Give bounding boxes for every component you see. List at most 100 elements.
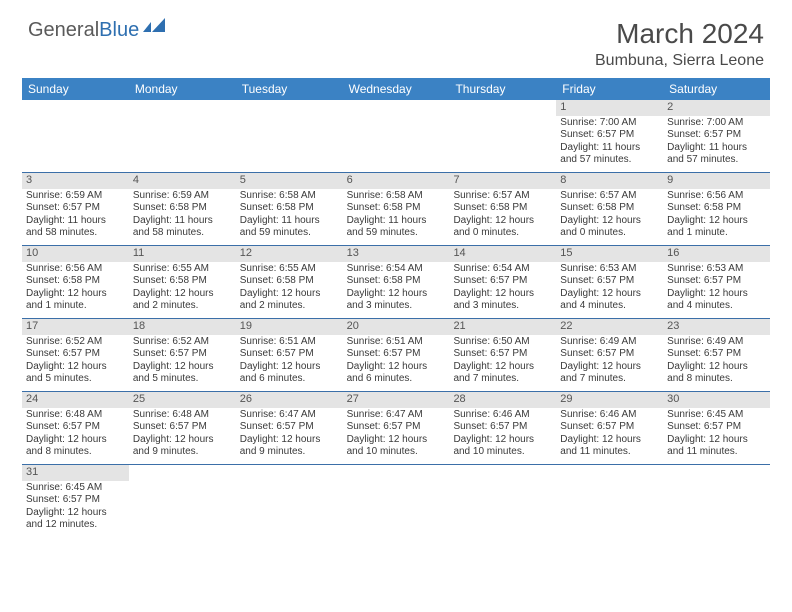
day-info: Sunrise: 6:45 AMSunset: 6:57 PMDaylight:… — [22, 482, 129, 536]
day-cell: 2Sunrise: 7:00 AMSunset: 6:57 PMDaylight… — [663, 100, 770, 172]
sunset-line: Sunset: 6:58 PM — [453, 202, 552, 215]
daylight1-line: Daylight: 12 hours — [667, 361, 766, 374]
day-cell: 7Sunrise: 6:57 AMSunset: 6:58 PMDaylight… — [449, 173, 556, 245]
daylight1-line: Daylight: 12 hours — [667, 288, 766, 301]
sunrise-line: Sunrise: 6:59 AM — [133, 190, 232, 203]
sunset-line: Sunset: 6:58 PM — [240, 275, 339, 288]
day-info: Sunrise: 6:51 AMSunset: 6:57 PMDaylight:… — [343, 336, 450, 390]
day-number: 13 — [343, 246, 450, 262]
sunset-line: Sunset: 6:57 PM — [560, 275, 659, 288]
daylight1-line: Daylight: 12 hours — [453, 288, 552, 301]
sunset-line: Sunset: 6:58 PM — [347, 202, 446, 215]
day-cell: 30Sunrise: 6:45 AMSunset: 6:57 PMDayligh… — [663, 392, 770, 464]
sunrise-line: Sunrise: 6:49 AM — [560, 336, 659, 349]
sunset-line: Sunset: 6:58 PM — [26, 275, 125, 288]
sunrise-line: Sunrise: 6:45 AM — [667, 409, 766, 422]
daylight2-line: and 3 minutes. — [347, 300, 446, 313]
logo: GeneralBlue — [28, 18, 169, 42]
sunrise-line: Sunrise: 7:00 AM — [560, 117, 659, 130]
daylight1-line: Daylight: 12 hours — [453, 361, 552, 374]
day-header-row: SundayMondayTuesdayWednesdayThursdayFrid… — [22, 78, 770, 100]
sunset-line: Sunset: 6:57 PM — [133, 421, 232, 434]
sunset-line: Sunset: 6:57 PM — [667, 348, 766, 361]
day-number: 22 — [556, 319, 663, 335]
daylight2-line: and 1 minute. — [667, 227, 766, 240]
sunrise-line: Sunrise: 6:58 AM — [240, 190, 339, 203]
month-title: March 2024 — [595, 18, 764, 50]
empty-cell — [449, 100, 556, 172]
daylight1-line: Daylight: 12 hours — [560, 361, 659, 374]
daylight2-line: and 4 minutes. — [560, 300, 659, 313]
day-header: Tuesday — [236, 78, 343, 100]
day-cell: 31Sunrise: 6:45 AMSunset: 6:57 PMDayligh… — [22, 465, 129, 537]
day-number: 3 — [22, 173, 129, 189]
empty-cell — [663, 465, 770, 537]
daylight2-line: and 12 minutes. — [26, 519, 125, 532]
sunset-line: Sunset: 6:57 PM — [667, 421, 766, 434]
sunrise-line: Sunrise: 6:52 AM — [26, 336, 125, 349]
day-number: 1 — [556, 100, 663, 116]
day-info: Sunrise: 6:55 AMSunset: 6:58 PMDaylight:… — [236, 263, 343, 317]
day-info: Sunrise: 6:57 AMSunset: 6:58 PMDaylight:… — [449, 190, 556, 244]
sunrise-line: Sunrise: 6:59 AM — [26, 190, 125, 203]
sunset-line: Sunset: 6:57 PM — [453, 421, 552, 434]
daylight2-line: and 11 minutes. — [667, 446, 766, 459]
day-number: 8 — [556, 173, 663, 189]
empty-cell — [343, 465, 450, 537]
day-number: 20 — [343, 319, 450, 335]
daylight2-line: and 6 minutes. — [347, 373, 446, 386]
sunrise-line: Sunrise: 6:56 AM — [667, 190, 766, 203]
day-cell: 23Sunrise: 6:49 AMSunset: 6:57 PMDayligh… — [663, 319, 770, 391]
day-cell: 26Sunrise: 6:47 AMSunset: 6:57 PMDayligh… — [236, 392, 343, 464]
daylight1-line: Daylight: 12 hours — [133, 288, 232, 301]
day-info: Sunrise: 6:53 AMSunset: 6:57 PMDaylight:… — [556, 263, 663, 317]
week-row: 24Sunrise: 6:48 AMSunset: 6:57 PMDayligh… — [22, 392, 770, 465]
week-row: 31Sunrise: 6:45 AMSunset: 6:57 PMDayligh… — [22, 465, 770, 537]
day-info: Sunrise: 6:48 AMSunset: 6:57 PMDaylight:… — [129, 409, 236, 463]
day-number: 26 — [236, 392, 343, 408]
sunrise-line: Sunrise: 6:55 AM — [133, 263, 232, 276]
day-info: Sunrise: 7:00 AMSunset: 6:57 PMDaylight:… — [663, 117, 770, 171]
day-cell: 3Sunrise: 6:59 AMSunset: 6:57 PMDaylight… — [22, 173, 129, 245]
day-number: 23 — [663, 319, 770, 335]
day-cell: 25Sunrise: 6:48 AMSunset: 6:57 PMDayligh… — [129, 392, 236, 464]
day-cell: 6Sunrise: 6:58 AMSunset: 6:58 PMDaylight… — [343, 173, 450, 245]
day-info: Sunrise: 6:54 AMSunset: 6:57 PMDaylight:… — [449, 263, 556, 317]
daylight1-line: Daylight: 11 hours — [667, 142, 766, 155]
day-info: Sunrise: 6:49 AMSunset: 6:57 PMDaylight:… — [556, 336, 663, 390]
daylight1-line: Daylight: 12 hours — [347, 434, 446, 447]
day-cell: 4Sunrise: 6:59 AMSunset: 6:58 PMDaylight… — [129, 173, 236, 245]
empty-cell — [129, 465, 236, 537]
sunrise-line: Sunrise: 6:50 AM — [453, 336, 552, 349]
location: Bumbuna, Sierra Leone — [595, 52, 764, 70]
daylight2-line: and 6 minutes. — [240, 373, 339, 386]
sunset-line: Sunset: 6:57 PM — [560, 348, 659, 361]
day-cell: 13Sunrise: 6:54 AMSunset: 6:58 PMDayligh… — [343, 246, 450, 318]
day-info: Sunrise: 6:46 AMSunset: 6:57 PMDaylight:… — [556, 409, 663, 463]
day-cell: 15Sunrise: 6:53 AMSunset: 6:57 PMDayligh… — [556, 246, 663, 318]
sunset-line: Sunset: 6:57 PM — [560, 129, 659, 142]
day-number: 18 — [129, 319, 236, 335]
day-header: Friday — [556, 78, 663, 100]
sunset-line: Sunset: 6:57 PM — [26, 494, 125, 507]
sunrise-line: Sunrise: 6:48 AM — [133, 409, 232, 422]
day-number: 11 — [129, 246, 236, 262]
day-info: Sunrise: 6:46 AMSunset: 6:57 PMDaylight:… — [449, 409, 556, 463]
day-info: Sunrise: 6:59 AMSunset: 6:57 PMDaylight:… — [22, 190, 129, 244]
daylight2-line: and 9 minutes. — [133, 446, 232, 459]
sunset-line: Sunset: 6:57 PM — [347, 348, 446, 361]
sunset-line: Sunset: 6:57 PM — [26, 202, 125, 215]
sunset-line: Sunset: 6:57 PM — [133, 348, 232, 361]
day-cell: 5Sunrise: 6:58 AMSunset: 6:58 PMDaylight… — [236, 173, 343, 245]
day-number: 16 — [663, 246, 770, 262]
daylight2-line: and 0 minutes. — [453, 227, 552, 240]
day-number: 27 — [343, 392, 450, 408]
day-cell: 14Sunrise: 6:54 AMSunset: 6:57 PMDayligh… — [449, 246, 556, 318]
sunrise-line: Sunrise: 7:00 AM — [667, 117, 766, 130]
sunset-line: Sunset: 6:57 PM — [453, 348, 552, 361]
day-info: Sunrise: 6:47 AMSunset: 6:57 PMDaylight:… — [343, 409, 450, 463]
day-number: 30 — [663, 392, 770, 408]
daylight1-line: Daylight: 12 hours — [240, 361, 339, 374]
header: GeneralBlue March 2024 Bumbuna, Sierra L… — [0, 0, 792, 78]
day-cell: 1Sunrise: 7:00 AMSunset: 6:57 PMDaylight… — [556, 100, 663, 172]
